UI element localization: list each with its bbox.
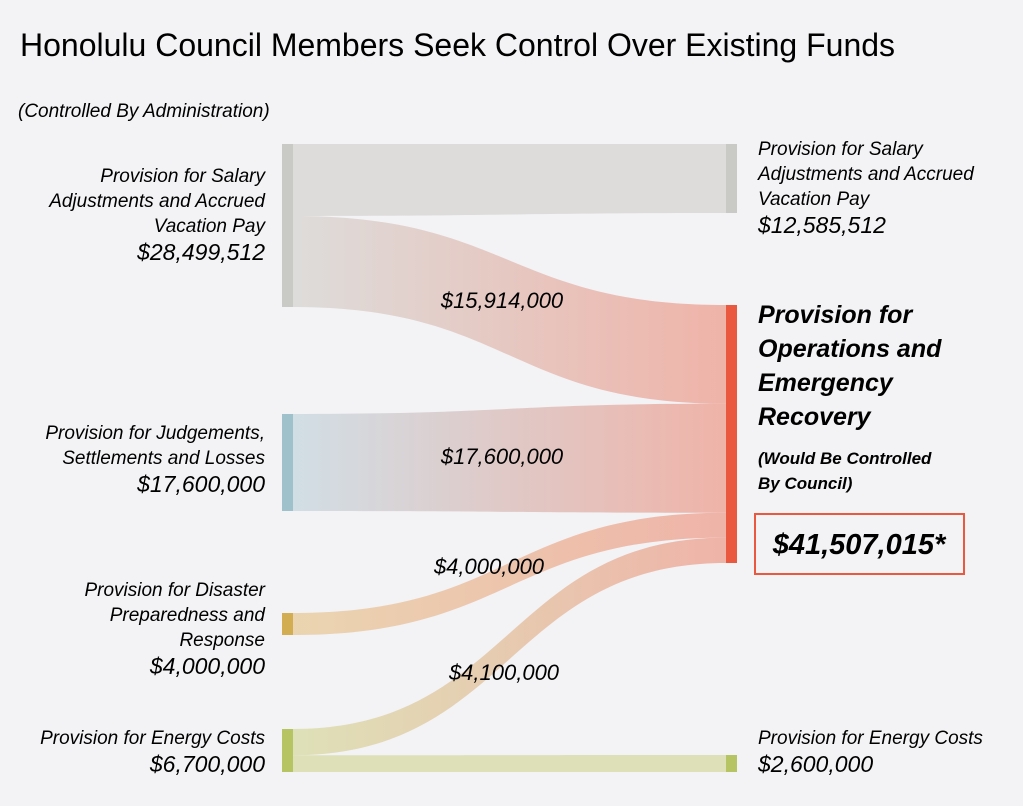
chart-title: Honolulu Council Members Seek Control Ov… [20,27,895,63]
source-label-disaster: Provision for Disaster [84,580,265,601]
node-bar-operations [726,305,737,563]
target-label-operations: Provision for [758,301,913,329]
target-label-salary_remaining: Adjustments and Accrued [757,164,975,185]
source-label-judgements: Settlements and Losses [62,448,265,469]
flow-label-salary: $15,914,000 [440,288,564,313]
target-label-operations: Recovery [758,403,872,431]
source-label-disaster: Response [179,630,265,651]
target-label-salary_remaining: Provision for Salary [758,139,924,160]
flow-energy-to-energy_remaining [293,755,726,772]
source-amount-judgements: $17,600,000 [136,471,265,497]
flow-energy-to-operations [293,537,726,756]
target-note-operations: By Council) [758,474,853,493]
source-amount-energy: $6,700,000 [149,751,265,777]
labels-layer: Honolulu Council Members Seek Control Ov… [18,27,983,777]
node-bar-energy_remaining [726,755,737,772]
source-label-disaster: Preparedness and [110,605,267,626]
source-amount-disaster: $4,000,000 [149,653,265,679]
nodes-layer [282,144,965,772]
flows-layer [293,144,726,772]
target-note-operations: (Would Be Controlled [758,449,932,468]
node-bar-salary [282,144,293,307]
source-label-salary: Vacation Pay [154,216,267,237]
chart-subtitle: (Controlled By Administration) [18,101,270,122]
target-amount-salary_remaining: $12,585,512 [757,212,886,238]
source-label-salary: Adjustments and Accrued [48,191,266,212]
flow-disaster-to-operations [293,512,726,635]
node-bar-energy [282,729,293,772]
target-amount-operations: $41,507,015* [772,529,947,561]
source-amount-salary: $28,499,512 [136,239,265,265]
node-bar-judgements [282,414,293,511]
flow-label-energy: $4,100,000 [448,660,560,685]
node-bar-disaster [282,613,293,635]
target-label-salary_remaining: Vacation Pay [758,189,871,210]
flow-salary-to-salary_remaining [293,144,726,216]
flow-judgements-to-operations [293,403,726,513]
target-amount-energy_remaining: $2,600,000 [757,751,873,777]
source-label-judgements: Provision for Judgements, [45,423,265,444]
source-label-salary: Provision for Salary [100,166,266,187]
flow-salary-to-operations [293,215,726,404]
target-label-operations: Operations and [758,335,942,363]
flow-label-disaster: $4,000,000 [433,554,545,579]
node-bar-salary_remaining [726,144,737,213]
total-amount-box [754,513,965,575]
target-label-operations: Emergency [758,369,894,397]
flow-label-judgements: $17,600,000 [440,444,564,469]
target-label-energy_remaining: Provision for Energy Costs [758,728,983,749]
source-label-energy: Provision for Energy Costs [40,728,265,749]
